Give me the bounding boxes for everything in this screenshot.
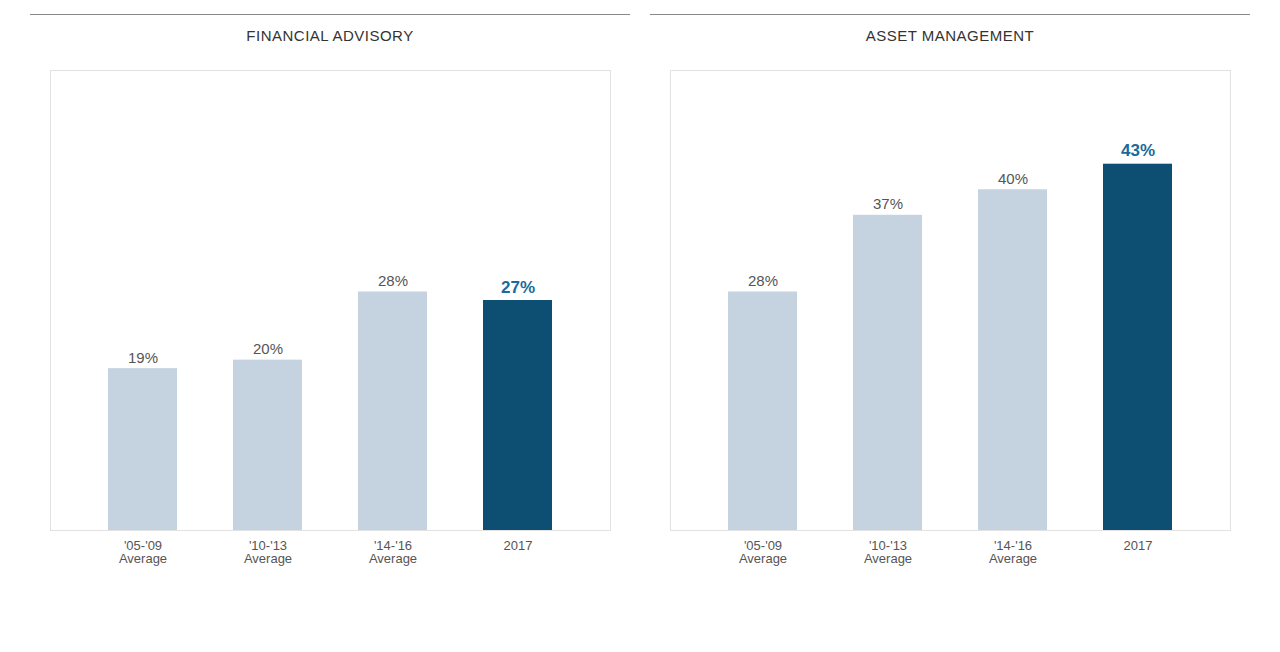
svg-text:19%: 19% <box>128 349 158 366</box>
svg-text:40%: 40% <box>998 170 1028 187</box>
html-text:ASSET MANAGEMENT: ASSET MANAGEMENT <box>865 27 1035 44</box>
svg-text:'10-'13Average: '10-'13Average <box>244 538 292 566</box>
svg-text:28%: 28% <box>378 272 408 289</box>
svg-text:'10-'13Average: '10-'13Average <box>864 538 912 566</box>
svg-text:2017: 2017 <box>1124 538 1153 553</box>
svg-text:'05-'09Average: '05-'09Average <box>119 538 167 566</box>
svg-text:28%: 28% <box>748 272 778 289</box>
svg-text:'05-'09Average: '05-'09Average <box>739 538 787 566</box>
svg-text:'14-'16Average: '14-'16Average <box>989 538 1037 566</box>
svg-text:2017: 2017 <box>504 538 533 553</box>
svg-text:43%: 43% <box>1121 141 1155 160</box>
svg-text:'14-'16Average: '14-'16Average <box>369 538 417 566</box>
svg-text:20%: 20% <box>253 340 283 357</box>
svg-text:27%: 27% <box>501 278 535 297</box>
html-text:FINANCIAL ADVISORY: FINANCIAL ADVISORY <box>246 27 414 44</box>
svg-text:37%: 37% <box>873 195 903 212</box>
